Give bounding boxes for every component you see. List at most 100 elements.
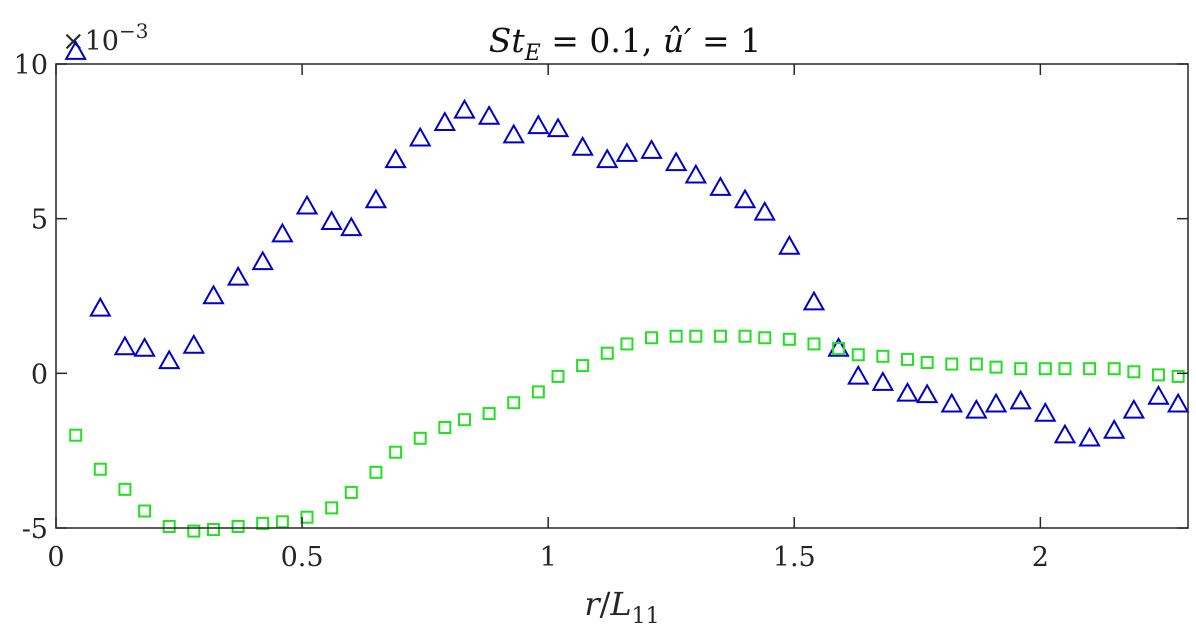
xlabel-slash: /	[600, 585, 611, 623]
triangle-marker	[802, 290, 826, 311]
triangle-marker	[502, 123, 525, 144]
square-marker	[920, 356, 934, 370]
square-marker	[531, 385, 545, 399]
triangle-marker	[157, 349, 181, 370]
triangle-marker	[527, 114, 550, 135]
square-marker	[807, 337, 821, 351]
triangle-marker	[202, 284, 225, 305]
square-marker	[300, 510, 314, 524]
triangle-marker	[64, 39, 87, 60]
square-marker	[832, 342, 846, 356]
square-marker	[507, 396, 521, 410]
square-marker	[438, 420, 452, 434]
triangle-marker	[433, 111, 457, 131]
axis-ticks	[55, 63, 1188, 529]
triangle-marker	[271, 222, 294, 243]
square-marker	[482, 407, 496, 421]
square-marker	[876, 349, 890, 363]
square-marker	[389, 445, 403, 459]
triangle-marker	[915, 383, 939, 404]
square-marker	[1107, 362, 1121, 376]
square-marker	[344, 485, 358, 499]
square-marker	[138, 504, 152, 518]
square-marker	[620, 337, 634, 351]
y-exponent-power: −3	[119, 19, 148, 43]
square-marker	[645, 331, 659, 345]
x-tick-label: 1.5	[773, 542, 816, 573]
square-marker	[782, 332, 796, 346]
xlabel-sub: 11	[632, 604, 660, 629]
square-marker	[713, 329, 727, 343]
triangle-marker	[1147, 384, 1170, 405]
triangle-marker	[251, 250, 274, 271]
triangle-marker	[1122, 398, 1146, 419]
triangle-marker	[778, 234, 801, 255]
square-marker	[689, 329, 703, 343]
triangle-marker	[753, 200, 776, 221]
triangle-marker	[1034, 401, 1057, 422]
triangle-marker	[133, 336, 156, 357]
square-marker	[551, 369, 565, 383]
square-marker	[275, 515, 289, 529]
plot-frame	[55, 63, 1189, 529]
triangle-marker	[847, 364, 870, 385]
xlabel-r: r	[584, 585, 601, 623]
square-marker	[69, 428, 83, 442]
square-marker	[900, 352, 914, 366]
triangle-marker	[546, 117, 570, 138]
triangle-marker	[477, 104, 501, 125]
square-marker	[945, 357, 959, 371]
square-marker	[758, 331, 772, 345]
triangle-marker	[1053, 423, 1077, 444]
triangle-marker	[965, 398, 988, 419]
triangle-marker	[295, 194, 319, 215]
square-marker	[93, 462, 107, 476]
triangle-marker	[113, 335, 137, 356]
y-tick-label: -5	[22, 514, 48, 545]
square-marker	[1058, 362, 1072, 376]
triangle-marker	[1102, 418, 1126, 439]
title-sub: E	[524, 41, 541, 66]
y-exponent-base: ×10	[62, 26, 119, 57]
triangle-marker	[384, 148, 407, 169]
square-marker	[118, 482, 132, 496]
square-marker	[1083, 362, 1097, 376]
y-tick-label: 10	[14, 50, 48, 81]
title-eq1: = 0.1,	[541, 21, 663, 60]
triangle-marker	[320, 210, 343, 230]
triangle-marker	[896, 381, 919, 402]
x-tick-label: 2	[1032, 542, 1049, 573]
triangle-marker	[709, 176, 732, 196]
y-exponent-label: ×10−3	[62, 19, 148, 57]
xlabel-L: L	[609, 585, 631, 623]
x-axis-title: r/L11	[584, 585, 659, 629]
plot-markers	[64, 39, 1190, 538]
triangle-marker	[226, 265, 250, 286]
square-marker	[325, 501, 339, 515]
square-marker	[576, 359, 590, 373]
triangle-marker	[1009, 389, 1032, 410]
triangle-marker	[571, 135, 594, 156]
x-tick-label: 1	[540, 542, 557, 573]
triangle-marker	[596, 148, 619, 169]
square-marker	[969, 357, 983, 371]
triangle-marker	[940, 392, 963, 413]
triangle-marker	[1166, 392, 1190, 413]
chart-title: StE = 0.1, û′ = 1	[489, 21, 761, 66]
square-marker	[369, 465, 383, 479]
square-marker	[1151, 368, 1165, 382]
triangle-marker	[664, 151, 688, 172]
x-tick-label: 0.5	[281, 542, 324, 573]
triangle-marker	[871, 370, 895, 391]
triangle-marker	[615, 142, 639, 162]
triangle-marker	[684, 163, 708, 184]
triangle-marker	[364, 188, 388, 209]
square-marker	[669, 329, 683, 343]
triangle-marker	[984, 392, 1008, 413]
square-marker	[187, 524, 201, 538]
square-marker	[458, 413, 472, 427]
triangle-marker	[733, 188, 757, 209]
square-marker	[851, 348, 865, 362]
